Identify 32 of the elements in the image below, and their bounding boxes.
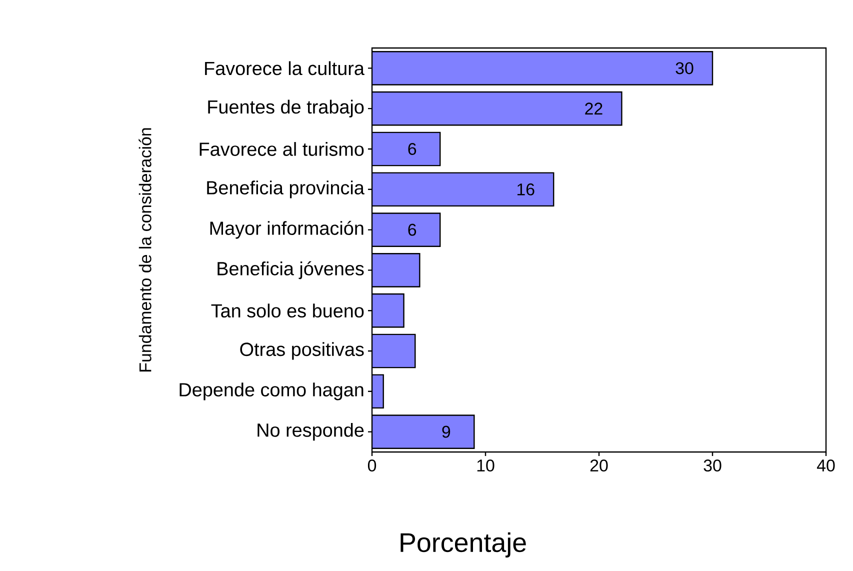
- y-axis-title: Fundamento de la consideración: [138, 128, 152, 372]
- y-tick-label: Beneficia jóvenes: [218, 261, 364, 280]
- bar: [372, 132, 441, 166]
- data-label: 30: [676, 62, 694, 74]
- bar: [372, 172, 554, 207]
- y-tick-label: Depende como hagan: [180, 382, 364, 400]
- y-tick-label: Beneficia provincia: [207, 180, 364, 198]
- y-tick-label: Mayor información: [210, 220, 364, 239]
- bar: [372, 334, 416, 368]
- x-axis-title: Porcentaje: [400, 532, 526, 558]
- bar: [372, 253, 420, 288]
- data-label: 6: [408, 224, 416, 236]
- bar: [372, 414, 475, 449]
- y-tick-label: No responde: [258, 422, 364, 441]
- x-tick-label: 30: [704, 460, 722, 472]
- bar: [372, 91, 622, 126]
- x-tick-label: 10: [477, 460, 494, 472]
- bar: [372, 293, 404, 328]
- y-tick-label: Tan solo es bueno: [211, 304, 364, 318]
- data-label: 22: [585, 102, 602, 114]
- data-label: 16: [517, 183, 534, 196]
- bar: [372, 212, 441, 247]
- data-label: 9: [442, 426, 450, 438]
- bar: [372, 51, 714, 86]
- y-tick-label: Favorece al turismo: [200, 142, 364, 156]
- x-tick-label: 40: [816, 460, 835, 472]
- x-tick-label: 20: [590, 460, 608, 472]
- data-label: 6: [408, 142, 416, 155]
- y-tick-label: Fuentes de trabajo: [208, 100, 364, 118]
- y-tick-label: Otras positivas: [240, 342, 364, 360]
- x-tick-label: 0: [368, 460, 376, 472]
- y-tick-label: Favorece la cultura: [205, 61, 364, 76]
